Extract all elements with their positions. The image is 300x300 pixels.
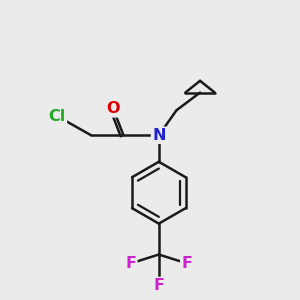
Text: F: F [125,256,136,271]
Text: F: F [153,278,164,293]
Text: Cl: Cl [49,109,66,124]
Text: F: F [181,256,192,271]
Text: N: N [152,128,166,143]
Text: O: O [106,101,120,116]
